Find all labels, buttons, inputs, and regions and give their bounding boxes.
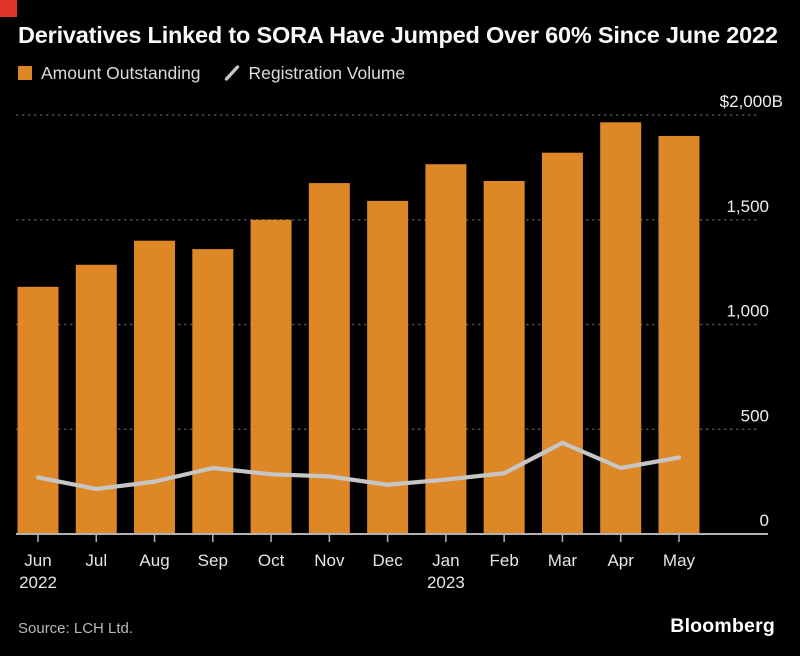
y-axis-label: 1,500 (726, 197, 769, 216)
bar-dec (367, 200, 409, 534)
x-axis-label: Oct (258, 551, 285, 570)
x-axis-label: Jul (85, 551, 107, 570)
chart-title: Derivatives Linked to SORA Have Jumped O… (18, 22, 778, 48)
bar-jul (75, 264, 117, 534)
legend-bar-swatch-icon (18, 66, 32, 80)
bar-may (658, 135, 700, 534)
x-axis-label: Dec (373, 551, 404, 570)
bar-nov (308, 183, 350, 534)
legend-line-label: Registration Volume (248, 62, 406, 83)
bar-jun (17, 286, 59, 534)
x-axis-label: Jun (24, 551, 51, 570)
legend-line-swatch-icon (223, 64, 241, 82)
registration-volume-line (35, 440, 682, 492)
y-axis-label: 0 (760, 511, 769, 530)
x-axis-sublabel: 2023 (427, 573, 465, 592)
x-axis-label: Mar (548, 551, 578, 570)
legend: Amount Outstanding Registration Volume (18, 63, 405, 83)
y-axis-label: 500 (741, 406, 769, 425)
bloomberg-logo: Bloomberg (670, 615, 775, 637)
brand-red-square-icon (0, 0, 17, 17)
bar-jan (425, 164, 467, 535)
y-axis-label: 1,000 (726, 302, 769, 321)
y-axis-label: $2,000B (720, 92, 783, 111)
chart-plot: 0 500 1,000 1,500 $2,000B Jun 2022 Jul Aug Sep Oct… (16, 92, 783, 592)
x-axis-label: Apr (607, 551, 634, 570)
bar-sep (192, 249, 234, 534)
legend-bar-label: Amount Outstanding (41, 62, 201, 83)
x-axis-sublabel: 2022 (19, 573, 57, 592)
bar-aug (134, 240, 176, 534)
bar-feb (483, 180, 525, 534)
x-axis-label: May (663, 551, 696, 570)
source-label: Source: LCH Ltd. (18, 620, 134, 637)
x-axis-label: Aug (139, 551, 169, 570)
x-axis-label: Jan (432, 551, 459, 570)
bar-mar (541, 152, 583, 534)
x-axis-label: Sep (198, 551, 228, 570)
bar-oct (250, 219, 292, 534)
bar-apr (600, 122, 642, 535)
x-axis-label: Nov (314, 551, 345, 570)
x-axis-label: Feb (490, 551, 519, 570)
